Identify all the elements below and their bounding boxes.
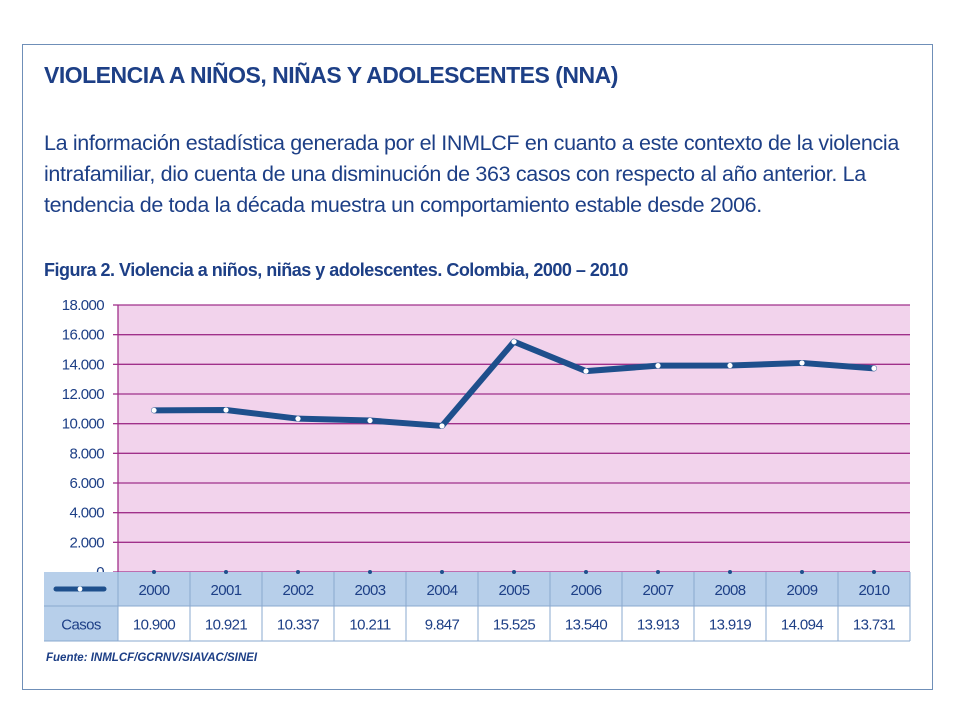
data-point [511,339,517,345]
data-point [583,368,589,374]
x-tick-label: 2000 [139,582,170,599]
data-label: 10.211 [349,617,390,634]
data-label: 10.900 [133,617,176,634]
intro-paragraph: La información estadística generada por … [44,131,899,217]
x-tick-label: 2005 [499,582,530,599]
x-tick [872,570,876,574]
y-tick-label: 18.000 [62,297,105,314]
x-tick [440,570,444,574]
data-label: 10.337 [277,617,320,634]
x-tick-label: 2007 [643,582,674,599]
data-label: 9.847 [425,617,460,634]
legend-marker [77,586,83,592]
data-label: 14.094 [781,617,824,634]
y-tick-label: 6.000 [69,475,104,492]
series-name: Casos [61,617,101,634]
x-tick [224,570,228,574]
x-tick [368,570,372,574]
y-tick-label: 2.000 [69,534,104,551]
x-tick-label: 2006 [571,582,602,599]
data-label: 15.525 [493,617,536,634]
y-tick-label: 10.000 [62,416,105,433]
y-tick-label: 14.000 [62,356,105,373]
data-label: 13.919 [709,617,752,634]
x-tick [512,570,516,574]
series-label-cell [44,606,118,641]
x-tick-label: 2003 [355,582,386,599]
y-tick-label: 16.000 [62,327,105,344]
x-tick [296,570,300,574]
x-tick-label: 2010 [859,582,890,599]
data-point [727,362,733,369]
figure-source: Fuente: INMLCF/GCRNV/SIAVAC/SINEI [46,652,258,664]
plot-area [118,305,910,572]
x-tick [656,570,660,574]
y-tick-label: 4.000 [69,505,104,522]
x-tick [728,570,732,574]
figure-caption: Figura 2. Violencia a niños, niñas y ado… [44,260,628,280]
data-label: 13.731 [853,617,896,634]
data-point [655,363,661,369]
data-label: 13.913 [637,617,680,634]
x-tick-label: 2009 [787,582,818,599]
x-tick [800,570,804,574]
data-point [223,407,229,413]
data-point [367,417,373,424]
x-tick-label: 2004 [427,582,458,599]
y-tick-label: 8.000 [69,445,104,462]
x-tick-label: 2001 [211,582,242,599]
data-point [295,416,301,422]
x-tick [152,570,156,574]
table-values-row [118,606,910,641]
data-label: 13.540 [565,617,608,634]
data-point [151,407,157,413]
data-point [799,360,805,366]
x-tick-label: 2008 [715,582,746,599]
data-label: 10.921 [205,617,248,634]
data-point [439,423,445,429]
x-tick-label: 2002 [283,582,314,599]
data-point [871,365,877,371]
table-header-row [118,572,910,606]
y-tick-label: 12.000 [62,386,105,403]
section-title: VIOLENCIA A NIÑOS, NIÑAS Y ADOLESCENTES … [44,62,618,88]
x-tick [584,570,588,574]
